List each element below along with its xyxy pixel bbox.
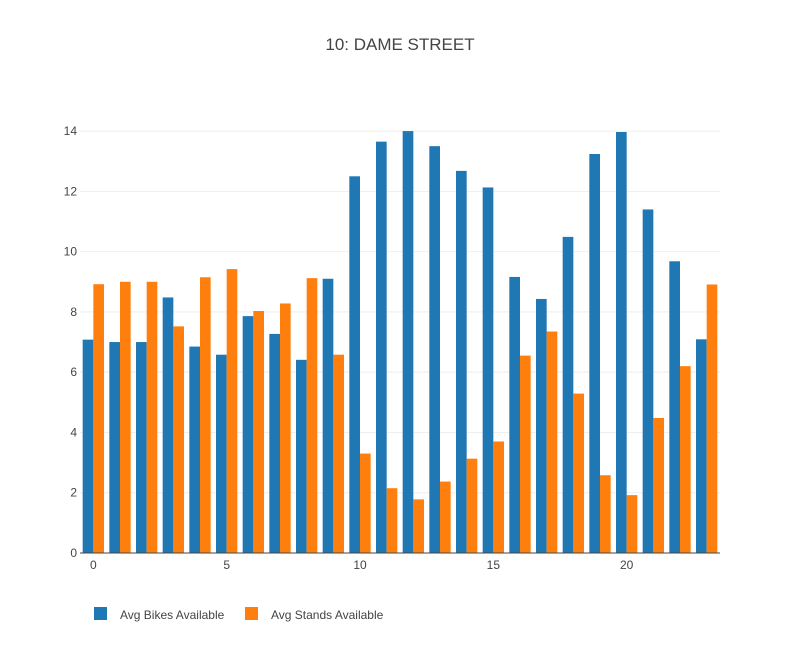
legend-swatch[interactable] xyxy=(94,607,107,620)
bar[interactable] xyxy=(482,187,494,554)
bar[interactable] xyxy=(146,281,158,553)
bar[interactable] xyxy=(306,278,318,553)
bar[interactable] xyxy=(226,269,238,553)
y-tick-label: 0 xyxy=(70,546,77,560)
bar[interactable] xyxy=(440,481,451,553)
y-tick-label: 4 xyxy=(70,425,77,439)
y-tick-label: 8 xyxy=(70,305,77,319)
axes: 0 2 4 6 8 10 12 14 0 5 10 15 20 xyxy=(64,124,720,572)
bar[interactable] xyxy=(413,499,424,553)
bar[interactable] xyxy=(280,303,291,553)
bar[interactable] xyxy=(189,346,200,553)
bar[interactable] xyxy=(626,495,638,553)
bar[interactable] xyxy=(200,277,211,553)
legend-label[interactable]: Avg Stands Available xyxy=(271,608,384,622)
bar[interactable] xyxy=(520,355,531,553)
bar[interactable] xyxy=(162,297,174,553)
bar[interactable] xyxy=(653,417,664,553)
bars xyxy=(82,131,718,554)
chart-title: 10: DAME STREET xyxy=(325,35,474,54)
bar[interactable] xyxy=(82,339,94,553)
x-tick-label: 20 xyxy=(620,558,634,572)
bar[interactable] xyxy=(536,298,547,553)
bar[interactable] xyxy=(216,354,227,553)
bar[interactable] xyxy=(269,333,280,553)
y-tick-label: 2 xyxy=(70,486,77,500)
y-tick-label: 10 xyxy=(64,245,78,259)
bar[interactable] xyxy=(589,153,600,553)
bar[interactable] xyxy=(696,339,707,553)
bar[interactable] xyxy=(386,488,398,553)
x-tick-label: 0 xyxy=(90,558,97,572)
bar[interactable] xyxy=(376,141,387,553)
bar[interactable] xyxy=(360,453,371,553)
bar[interactable] xyxy=(253,311,264,553)
bar[interactable] xyxy=(600,475,611,553)
gridlines xyxy=(80,130,720,494)
bar[interactable] xyxy=(109,342,120,553)
bar[interactable] xyxy=(349,176,360,553)
legend[interactable]: Avg Bikes Available Avg Stands Available xyxy=(94,607,384,622)
bar[interactable] xyxy=(296,359,307,553)
x-tick-label: 15 xyxy=(487,558,501,572)
bar[interactable] xyxy=(93,284,104,553)
bar[interactable] xyxy=(402,131,414,553)
bar[interactable] xyxy=(333,354,344,553)
bar[interactable] xyxy=(546,331,558,554)
legend-swatch[interactable] xyxy=(245,607,258,620)
bar[interactable] xyxy=(120,281,131,553)
bar[interactable] xyxy=(466,458,478,553)
bar[interactable] xyxy=(669,261,680,553)
bar[interactable] xyxy=(173,326,184,553)
bar[interactable] xyxy=(136,342,147,553)
bar[interactable] xyxy=(680,366,691,553)
x-tick-label: 5 xyxy=(223,558,230,572)
y-tick-label: 14 xyxy=(64,124,78,138)
bar[interactable] xyxy=(616,131,627,553)
bar[interactable] xyxy=(562,236,574,553)
y-tick-label: 6 xyxy=(70,365,77,379)
y-tick-label: 12 xyxy=(64,184,78,198)
bar[interactable] xyxy=(573,393,584,553)
legend-label[interactable]: Avg Bikes Available xyxy=(120,608,225,622)
bar[interactable] xyxy=(242,316,254,553)
bar[interactable] xyxy=(642,209,654,553)
bar[interactable] xyxy=(456,170,467,554)
bar[interactable] xyxy=(429,146,440,553)
bar[interactable] xyxy=(322,278,334,553)
bar[interactable] xyxy=(509,276,520,553)
x-tick-label: 10 xyxy=(353,558,367,572)
bar[interactable] xyxy=(706,284,718,553)
bar[interactable] xyxy=(493,441,504,553)
